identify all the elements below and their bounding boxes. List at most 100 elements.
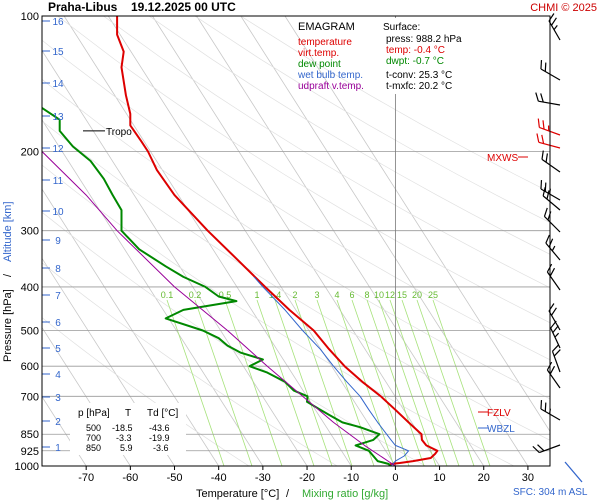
isotherm-line: [196, 16, 485, 466]
y-axis-label-altitude: Altitude [km]: [2, 201, 14, 262]
wind-barb: [541, 150, 561, 173]
table-row-700-t: -3.3: [116, 433, 132, 443]
altitude-tick-label: 1: [55, 443, 61, 454]
legend-updraft: udpraft v.temp.: [298, 81, 364, 92]
altitude-tick-label: 6: [55, 318, 61, 329]
y-tick-label: 700: [21, 391, 39, 403]
mixing-ratio-label: 3: [314, 290, 319, 300]
mixing-ratio-label: 12: [385, 290, 395, 300]
y-tick-label: 850: [21, 429, 39, 441]
mixing-ratio-line: [336, 299, 395, 466]
wind-barb: [535, 92, 561, 106]
wind-barb: [550, 320, 561, 349]
legend-title: EMAGRAM: [298, 21, 355, 33]
isotherm-line: [240, 16, 529, 466]
mixing-ratio-label: 0.5: [219, 290, 232, 300]
mixing-ratio-label: 4: [334, 290, 339, 300]
altitude-tick-label: 15: [52, 47, 64, 58]
y-tick-label: 200: [21, 146, 39, 158]
x-tick-label: -30: [255, 472, 271, 484]
mixing-ratio-line: [294, 299, 353, 466]
mixing-ratio-label: 0.2: [189, 290, 202, 300]
x-tick-label: 0: [392, 472, 398, 484]
mixing-ratio-line: [416, 299, 475, 466]
mixing-ratio-line: [274, 299, 333, 466]
table-row-700-td: -19.9: [149, 433, 170, 443]
altitude-tick-label: 14: [52, 79, 64, 90]
x-tick-label: 20: [478, 472, 490, 484]
mixing-ratio-label: 15: [397, 290, 407, 300]
mixing-ratio-line: [166, 299, 225, 466]
series-wet-bulb-temp: [253, 276, 410, 466]
isotherm-line: [284, 16, 550, 433]
y-axis-title: Pressure [hPa] / Altitude [km]: [2, 201, 14, 362]
legend-temperature: temperature: [298, 37, 352, 48]
y-axis-separator: /: [2, 273, 14, 277]
isotherm-line: [42, 49, 308, 466]
series-temperature: [116, 16, 439, 466]
wind-barb: [545, 234, 561, 261]
x-axis-label: Temperature [°C]: [196, 488, 279, 500]
y-tick-label: 600: [21, 361, 39, 373]
surface-dwpt: dwpt: -0.7 °C: [386, 56, 444, 67]
mixing-ratio-line: [401, 299, 460, 466]
series-udpraft-v-temp: [42, 151, 396, 466]
surface-tconv: t-conv: 25.3 °C: [386, 70, 452, 81]
fzlv-label: FZLV: [487, 408, 511, 419]
wind-barb: [551, 344, 561, 373]
mixing-ratio-label: 6: [349, 290, 354, 300]
altitude-tick-label: 9: [55, 236, 61, 247]
dry-adiabat-line: [42, 78, 550, 400]
mixing-ratio-line: [224, 299, 283, 466]
sounding-time: 19.12.2025 00 UTC: [131, 0, 236, 14]
dry-adiabat-line: [42, 39, 550, 361]
wind-barb: [540, 180, 561, 201]
mixing-ratio-line: [378, 299, 437, 466]
legend-dew-point: dew point: [298, 59, 341, 70]
isotherm-line: [42, 326, 131, 466]
mixing-ratio-label: 20: [412, 290, 422, 300]
altitude-tick-label: 3: [55, 393, 61, 404]
table-row-850-td: -3.6: [153, 443, 169, 453]
sfc-label: SFC: 304 m ASL: [513, 487, 588, 498]
isotherm-line: [63, 16, 352, 466]
table-header-p: p [hPa]: [78, 408, 110, 419]
wind-barb: [546, 263, 561, 291]
wind-barb: [540, 60, 561, 81]
wind-barb: [542, 187, 561, 211]
mixing-ratio-line: [351, 299, 410, 466]
x-tick-label: 10: [433, 472, 445, 484]
isotherm-line: [42, 257, 175, 466]
mixing-ratio-label: 0.1: [161, 290, 174, 300]
x-axis-separator: /: [286, 488, 290, 500]
dry-adiabat-line: [103, 16, 550, 289]
wind-barb: [540, 400, 561, 421]
wind-barb: [532, 444, 561, 454]
table-row-500-td: -43.6: [149, 423, 170, 433]
altitude-tick-label: 8: [55, 264, 61, 275]
altitude-tick-label: 2: [55, 417, 61, 428]
isotherm-line: [152, 16, 440, 466]
isotherm-line: [42, 119, 264, 466]
dry-adiabat-line: [148, 16, 550, 255]
plot-frame: [41, 15, 551, 467]
altitude-tick-label: 4: [55, 370, 61, 381]
isotherm-line: [107, 16, 396, 466]
x-tick-label: -10: [343, 472, 359, 484]
y-tick-label: 500: [21, 326, 39, 338]
y-tick-label: 1000: [15, 461, 39, 473]
mixing-ratio-label: 1: [254, 290, 259, 300]
dry-adiabat-line: [57, 16, 550, 324]
wbzl-label: WBZL: [487, 424, 515, 435]
table-header-t: T: [125, 408, 131, 419]
x-tick-label: -60: [122, 472, 138, 484]
altitude-tick-label: 7: [55, 291, 61, 302]
dry-adiabat-line: [42, 262, 338, 466]
altitude-tick-label: 13: [52, 112, 64, 123]
wind-barb: [537, 118, 561, 136]
mxws-label: MXWS: [487, 153, 518, 164]
wind-barb: [536, 133, 561, 149]
station-name: Praha-Libus: [48, 0, 118, 14]
